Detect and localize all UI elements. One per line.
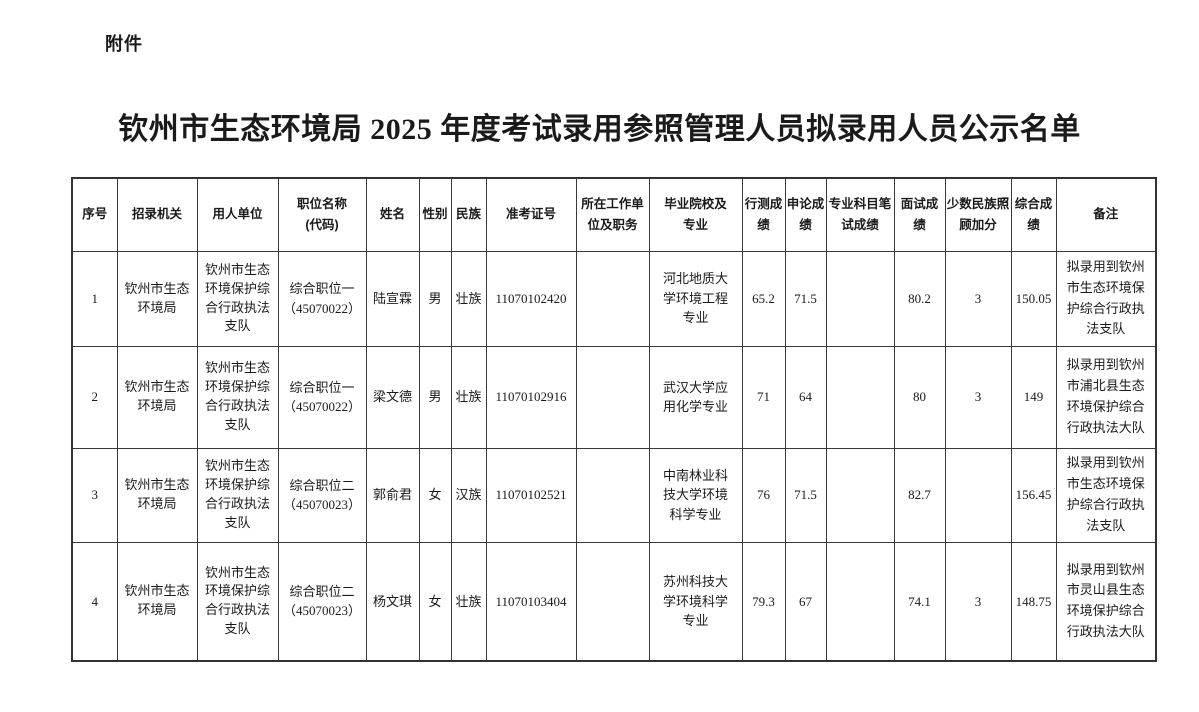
table-cell xyxy=(944,447,1012,543)
table-cell: 综合职位一 （45070022） xyxy=(277,345,367,449)
table-cell xyxy=(575,345,650,449)
table-cell: 2 xyxy=(71,345,118,449)
table-cell: 陆宣霖 xyxy=(365,250,420,347)
table-header: 序号 招录机关 用人单位 职位名称 (代码) 姓名 性别 民族 准考证号 所在工作单位及职务 毕业… xyxy=(71,177,1157,252)
table-cell: 149 xyxy=(1010,345,1057,449)
table-cell: 拟录用到钦州市生态环境保护综合行政执法支队 xyxy=(1055,447,1157,543)
table-cell: 3 xyxy=(71,447,118,543)
table-cell: 71.5 xyxy=(784,250,827,347)
table-cell: 80.2 xyxy=(893,250,946,347)
table-cell: 76 xyxy=(741,447,786,543)
table-cell: 3 xyxy=(944,541,1012,662)
table-row: 2 钦州市生态环境局 钦州市生态环境保护综合行政执法支队 综合职位一 （4507002… xyxy=(71,345,1157,449)
table-cell: 钦州市生态环境局 xyxy=(116,541,198,662)
table-cell: 64 xyxy=(784,345,827,449)
column-header: 职位名称 (代码) xyxy=(277,177,367,252)
table-cell xyxy=(825,447,895,543)
table-cell xyxy=(825,541,895,662)
table-cell: 1 xyxy=(71,250,118,347)
column-header: 性别 xyxy=(418,177,452,252)
table-cell: 65.2 xyxy=(741,250,786,347)
table-cell: 钦州市生态环境局 xyxy=(116,250,198,347)
column-header: 招录机关 xyxy=(116,177,198,252)
table-cell: 11070102916 xyxy=(485,345,577,449)
table-cell: 11070102521 xyxy=(485,447,577,543)
table-cell: 79.3 xyxy=(741,541,786,662)
table-cell: 4 xyxy=(71,541,118,662)
column-header: 姓名 xyxy=(365,177,420,252)
table-cell xyxy=(575,541,650,662)
table-body: 1 钦州市生态环境局 钦州市生态环境保护综合行政执法支队 综合职位一 （4507002… xyxy=(71,250,1157,662)
table-cell: 3 xyxy=(944,345,1012,449)
column-header: 民族 xyxy=(450,177,487,252)
table-cell: 钦州市生态环境保护综合行政执法支队 xyxy=(196,250,279,347)
column-header: 综合成绩 xyxy=(1010,177,1057,252)
table-row: 3 钦州市生态环境局 钦州市生态环境保护综合行政执法支队 综合职位二 （4507002… xyxy=(71,447,1157,543)
table-cell: 壮族 xyxy=(450,250,487,347)
table-cell: 11070103404 xyxy=(485,541,577,662)
table-cell: 67 xyxy=(784,541,827,662)
table-cell: 11070102420 xyxy=(485,250,577,347)
table-cell: 男 xyxy=(418,345,452,449)
table-cell: 综合职位二 （45070023） xyxy=(277,541,367,662)
table-header-row: 序号 招录机关 用人单位 职位名称 (代码) 姓名 性别 民族 准考证号 所在工作单位及职务 毕业… xyxy=(71,177,1157,252)
table-cell: 综合职位一 （45070022） xyxy=(277,250,367,347)
table-cell: 壮族 xyxy=(450,541,487,662)
column-header: 专业科目笔试成绩 xyxy=(825,177,895,252)
table-cell: 壮族 xyxy=(450,345,487,449)
column-header: 序号 xyxy=(71,177,118,252)
table-cell: 拟录用到钦州市灵山县生态环境保护综合行政执法大队 xyxy=(1055,541,1157,662)
table-cell: 郭俞君 xyxy=(365,447,420,543)
table-cell: 女 xyxy=(418,447,452,543)
table-cell: 钦州市生态环境局 xyxy=(116,447,198,543)
column-header: 行测成绩 xyxy=(741,177,786,252)
table-cell: 拟录用到钦州市浦北县生态环境保护综合行政执法大队 xyxy=(1055,345,1157,449)
table-cell: 71 xyxy=(741,345,786,449)
table-cell: 150.05 xyxy=(1010,250,1057,347)
attachment-label: 附件 xyxy=(105,34,143,54)
column-header: 备注 xyxy=(1055,177,1157,252)
table-cell: 156.45 xyxy=(1010,447,1057,543)
page-title: 钦州市生态环境局 2025 年度考试录用参照管理人员拟录用人员公示名单 xyxy=(118,113,1081,146)
column-header: 申论成绩 xyxy=(784,177,827,252)
table-cell: 女 xyxy=(418,541,452,662)
table-cell: 钦州市生态环境保护综合行政执法支队 xyxy=(196,345,279,449)
table-cell xyxy=(575,250,650,347)
column-header: 用人单位 xyxy=(196,177,279,252)
column-header: 少数民族照顾加分 xyxy=(944,177,1012,252)
table-cell: 148.75 xyxy=(1010,541,1057,662)
table-cell: 钦州市生态环境保护综合行政执法支队 xyxy=(196,541,279,662)
column-header: 毕业院校及专业 xyxy=(648,177,743,252)
table-cell: 拟录用到钦州市生态环境保护综合行政执法支队 xyxy=(1055,250,1157,347)
table-cell: 梁文德 xyxy=(365,345,420,449)
table-cell xyxy=(825,250,895,347)
table-cell: 3 xyxy=(944,250,1012,347)
table-cell: 苏州科技大学环境科学专业 xyxy=(648,541,743,662)
table-cell xyxy=(825,345,895,449)
table-cell: 河北地质大学环境工程专业 xyxy=(648,250,743,347)
table-cell: 男 xyxy=(418,250,452,347)
table-cell: 杨文琪 xyxy=(365,541,420,662)
table-cell xyxy=(575,447,650,543)
table-cell: 80 xyxy=(893,345,946,449)
table-row: 4 钦州市生态环境局 钦州市生态环境保护综合行政执法支队 综合职位二 （4507002… xyxy=(71,541,1157,662)
table-cell: 武汉大学应用化学专业 xyxy=(648,345,743,449)
table-cell: 74.1 xyxy=(893,541,946,662)
roster-table: 序号 招录机关 用人单位 职位名称 (代码) 姓名 性别 民族 准考证号 所在工作单位及职务 毕业… xyxy=(71,177,1157,662)
table-cell: 中南林业科技大学环境科学专业 xyxy=(648,447,743,543)
column-header: 所在工作单位及职务 xyxy=(575,177,650,252)
table-cell: 钦州市生态环境保护综合行政执法支队 xyxy=(196,447,279,543)
table-cell: 71.5 xyxy=(784,447,827,543)
table-cell: 汉族 xyxy=(450,447,487,543)
column-header: 准考证号 xyxy=(485,177,577,252)
column-header: 面试成绩 xyxy=(893,177,946,252)
table-cell: 综合职位二 （45070023） xyxy=(277,447,367,543)
table-cell: 钦州市生态环境局 xyxy=(116,345,198,449)
table-cell: 82.7 xyxy=(893,447,946,543)
table-row: 1 钦州市生态环境局 钦州市生态环境保护综合行政执法支队 综合职位一 （4507002… xyxy=(71,250,1157,347)
